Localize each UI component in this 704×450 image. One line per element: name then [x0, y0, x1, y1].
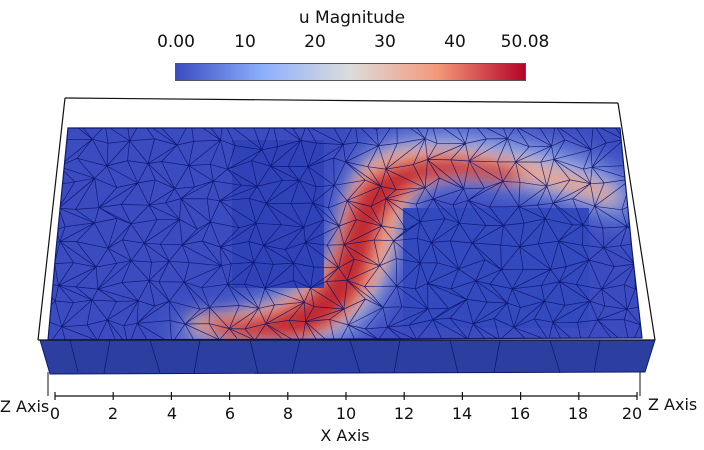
x-axis: [54, 392, 638, 400]
tetra-mesh-overlay: [48, 128, 642, 340]
colorbar-gradient: [175, 63, 526, 81]
bounding-box: [37, 97, 656, 341]
x-tick-label: 4: [166, 404, 178, 423]
x-tick-label: 0: [49, 404, 61, 423]
plate-outline: [47, 127, 643, 341]
x-tick-label: 10: [335, 404, 357, 423]
z-axis-title-left: Z Axis: [0, 397, 50, 416]
plate-front-face: [39, 339, 656, 375]
colorbar-tick-label: 10: [234, 32, 256, 52]
z-axis-title-right: Z Axis: [648, 395, 698, 414]
x-tick-label: 8: [282, 404, 294, 423]
colorbar-tick-label: 0.00: [157, 32, 195, 52]
x-tick-label: 6: [224, 404, 236, 423]
x-tick-label: 14: [451, 404, 473, 423]
colorbar-tick-label: 20: [304, 32, 326, 52]
x-tick-label: 18: [567, 404, 589, 423]
x-tick-label: 12: [393, 404, 415, 423]
colorbar-title: u Magnitude: [298, 8, 406, 28]
x-tick-label: 16: [509, 404, 531, 423]
x-axis-title: X Axis: [320, 426, 370, 445]
colorbar-tick-label: 30: [374, 32, 396, 52]
colorbar-tick-label: 40: [444, 32, 466, 52]
colorbar-tick-label: 50.08: [500, 32, 550, 52]
x-tick-label: 20: [621, 404, 643, 423]
x-tick-label: 2: [107, 404, 119, 423]
